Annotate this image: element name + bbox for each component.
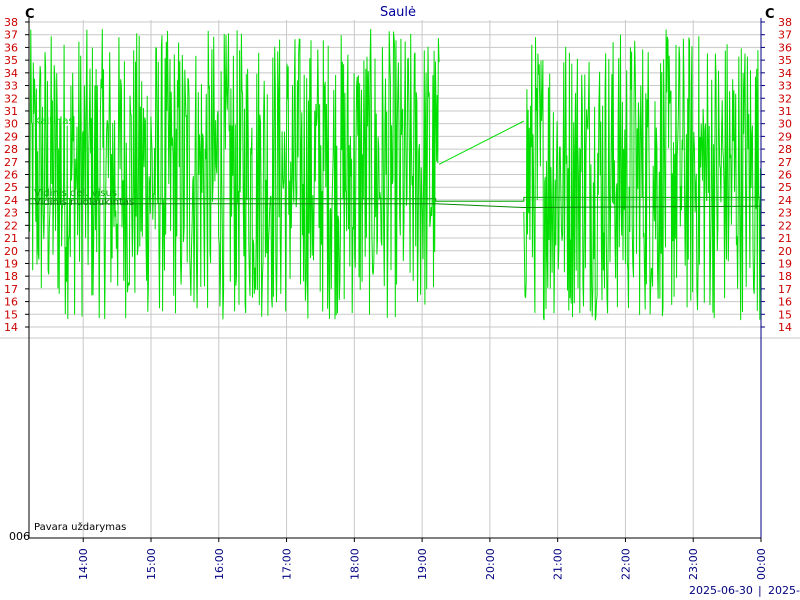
lower-panel-label: Pavara uždarymas xyxy=(34,521,126,533)
y-tick-label-right: 24 xyxy=(778,194,792,207)
y-tick-label-right: 31 xyxy=(778,105,792,118)
y-tick-label-right: 36 xyxy=(778,41,792,54)
y-tick-label-left: 18 xyxy=(4,270,18,283)
series-line-kaitinas xyxy=(28,28,440,320)
y-tick-label-right: 22 xyxy=(778,219,792,232)
x-tick-label: 22:00 xyxy=(619,548,632,580)
unit-left: C xyxy=(25,7,35,22)
x-tick-label: 23:00 xyxy=(687,548,700,580)
y-tick-label-right: 30 xyxy=(778,118,792,131)
y-tick-label-left: 15 xyxy=(4,308,18,321)
legend-label-kaitinas: Kaitinas xyxy=(34,116,74,127)
series-gap-line-kaitinas xyxy=(438,120,525,165)
x-tick-label: 18:00 xyxy=(348,548,361,580)
x-tick-label: 19:00 xyxy=(416,548,429,580)
legend-label-vidinis-nuolaukintas: Vidinis nuolaukintas xyxy=(34,197,134,208)
x-tick-label: 17:00 xyxy=(281,548,294,580)
y-tick-label-left: 32 xyxy=(4,92,18,105)
axes xyxy=(25,18,765,542)
x-tick-label: 20:00 xyxy=(484,548,497,580)
y-tick-label-right: 14 xyxy=(778,321,792,334)
y-tick-label-left: 27 xyxy=(4,156,18,169)
y-tick-label-right: 15 xyxy=(778,308,792,321)
y-tick-label-left: 20 xyxy=(4,245,18,258)
y-tick-label-right: 38 xyxy=(778,16,792,29)
chart-title: Saulė xyxy=(380,5,416,20)
series-group xyxy=(28,28,762,321)
bottom-date-next: 2025- xyxy=(768,584,800,597)
y-tick-label-left: 34 xyxy=(4,67,18,80)
y-tick-label-left: 31 xyxy=(4,105,18,118)
y-tick-label-right: 28 xyxy=(778,143,792,156)
x-tick-label: 21:00 xyxy=(552,548,565,580)
y-tick-label-left: 19 xyxy=(4,257,18,270)
y-tick-label-left: 17 xyxy=(4,283,18,296)
series-line-kaitinas xyxy=(523,29,762,321)
y-tick-label-left: 35 xyxy=(4,54,18,67)
y-tick-label-left: 23 xyxy=(4,207,18,220)
y-tick-label-right: 33 xyxy=(778,80,792,93)
y-tick-label-right: 23 xyxy=(778,207,792,220)
y-tick-label-right: 25 xyxy=(778,181,792,194)
x-tick-label: 00:00 xyxy=(755,548,768,580)
unit-right: C xyxy=(765,7,775,22)
y-tick-label-left: 28 xyxy=(4,143,18,156)
y-tick-label-left: 24 xyxy=(4,194,18,207)
y-tick-label-left: 36 xyxy=(4,41,18,54)
y-tick-label-right: 32 xyxy=(778,92,792,105)
series-line-2 xyxy=(29,196,761,202)
y-tick-label-left: 25 xyxy=(4,181,18,194)
y-tick-label-left: 14 xyxy=(4,321,18,334)
x-tick-label: 16:00 xyxy=(213,548,226,580)
y-tick-label-right: 16 xyxy=(778,296,792,309)
y-tick-label-left: 29 xyxy=(4,130,18,143)
y-tick-label-left: 22 xyxy=(4,219,18,232)
y-tick-label-left: 21 xyxy=(4,232,18,245)
y-tick-label-right: 19 xyxy=(778,257,792,270)
y-tick-label-left: 37 xyxy=(4,29,18,42)
legend-label-vidinis-visus: Vidinis dėl. visus xyxy=(34,188,117,199)
y-tick-label-right: 26 xyxy=(778,169,792,182)
y-tick-label-right: 29 xyxy=(778,130,792,143)
y-tick-label-right: 17 xyxy=(778,283,792,296)
x-tick-label: 15:00 xyxy=(145,548,158,580)
y-tick-label-right: 27 xyxy=(778,156,792,169)
lower-panel-axis-label: 006 xyxy=(9,530,30,543)
y-tick-label-left: 30 xyxy=(4,118,18,131)
x-tick-label: 14:00 xyxy=(77,548,90,580)
y-tick-label-right: 18 xyxy=(778,270,792,283)
y-tick-label-right: 21 xyxy=(778,232,792,245)
y-tick-label-left: 38 xyxy=(4,16,18,29)
series-line-3 xyxy=(29,203,762,209)
y-tick-label-left: 33 xyxy=(4,80,18,93)
bottom-date: 2025-06-30 xyxy=(689,584,753,597)
y-tick-label-right: 37 xyxy=(778,29,792,42)
y-tick-label-right: 20 xyxy=(778,245,792,258)
y-tick-label-left: 16 xyxy=(4,296,18,309)
y-tick-label-right: 35 xyxy=(778,54,792,67)
y-tick-label-left: 26 xyxy=(4,169,18,182)
y-tick-label-right: 34 xyxy=(778,67,792,80)
bottom-date-separator: | xyxy=(758,584,762,597)
